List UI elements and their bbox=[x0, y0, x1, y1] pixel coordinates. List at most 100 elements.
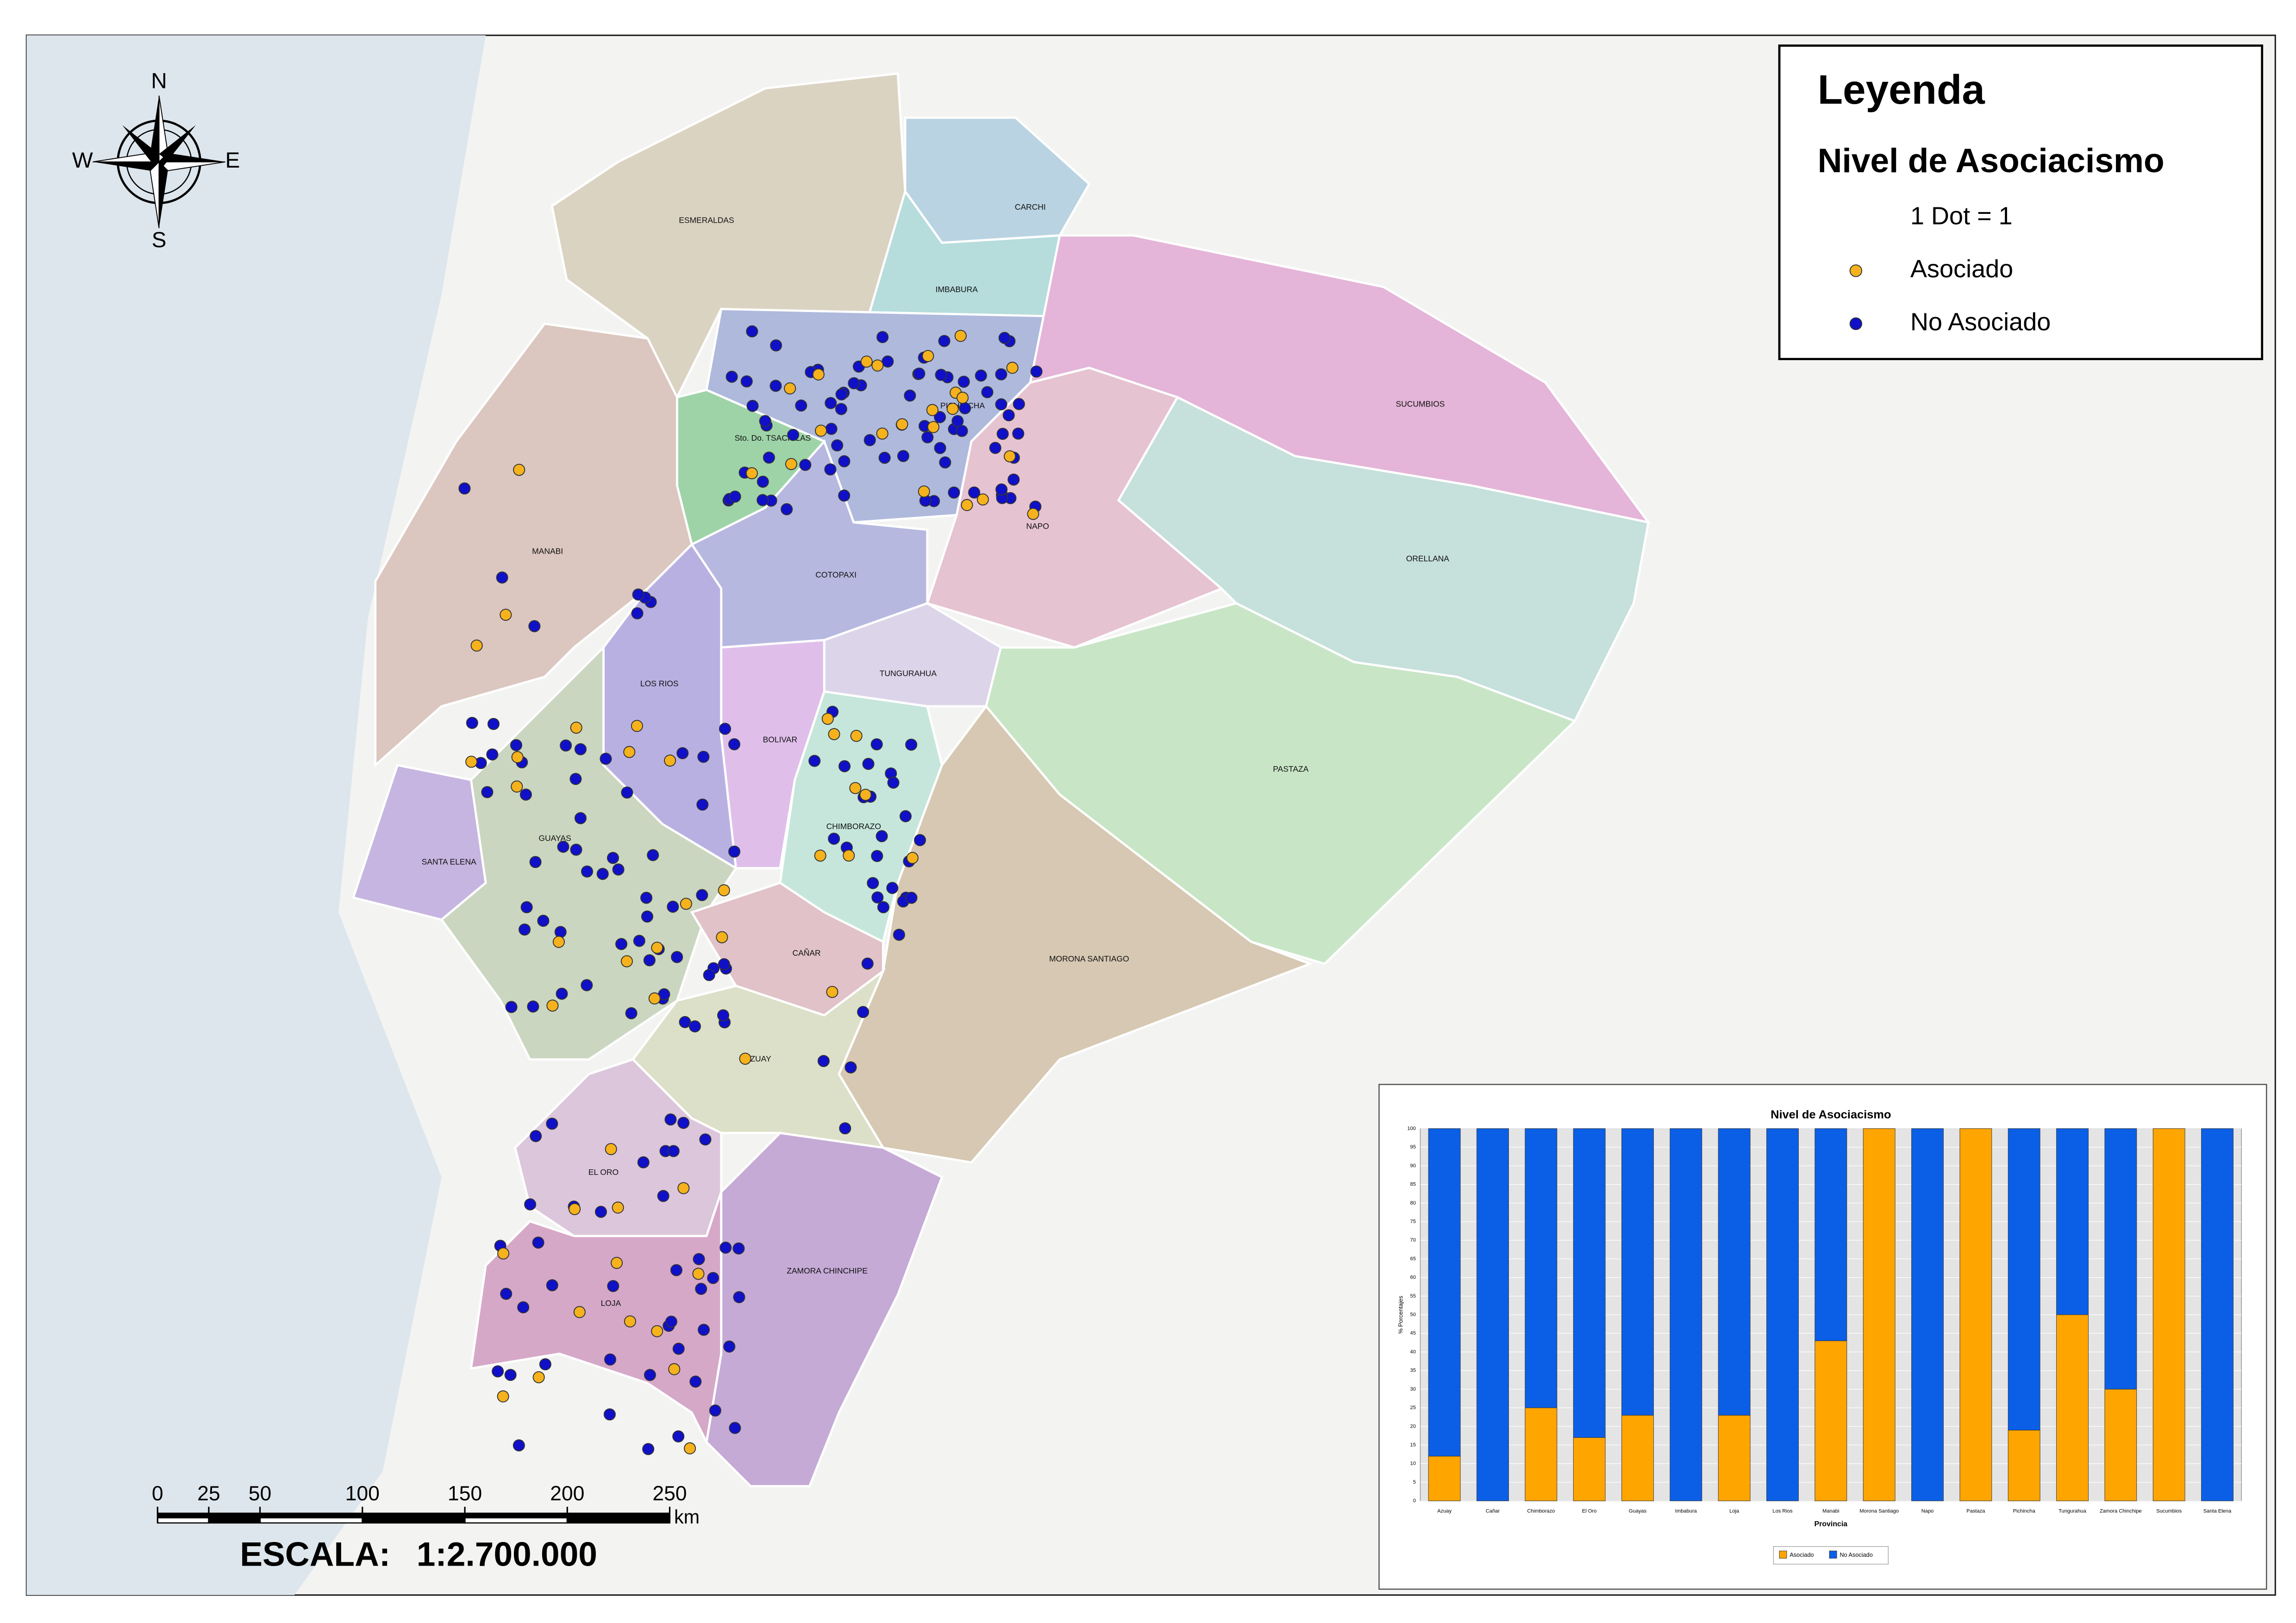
dot bbox=[959, 402, 971, 414]
dot bbox=[689, 1375, 702, 1388]
y-tick-label: 20 bbox=[1410, 1423, 1416, 1429]
dot bbox=[871, 891, 884, 904]
dot bbox=[644, 1369, 656, 1381]
dot bbox=[641, 910, 653, 923]
dot bbox=[838, 489, 851, 502]
scale-segment bbox=[464, 1517, 568, 1524]
dot bbox=[729, 1422, 741, 1434]
x-tick-label: Imbabura bbox=[1675, 1508, 1697, 1514]
dot bbox=[604, 1353, 616, 1366]
dot bbox=[871, 359, 884, 372]
dot bbox=[664, 1113, 677, 1126]
dot bbox=[839, 1122, 851, 1135]
x-tick-label: El Oro bbox=[1582, 1508, 1596, 1514]
dot bbox=[500, 609, 512, 621]
y-tick-label: 55 bbox=[1410, 1293, 1416, 1299]
dot bbox=[640, 892, 653, 904]
dot bbox=[633, 935, 645, 947]
y-tick-label: 50 bbox=[1410, 1312, 1416, 1317]
compass-star bbox=[122, 125, 196, 199]
dot bbox=[1030, 365, 1043, 378]
dot bbox=[935, 368, 947, 381]
dot bbox=[825, 397, 837, 409]
dot bbox=[603, 1408, 616, 1421]
dot bbox=[951, 415, 964, 427]
bar-segment bbox=[1573, 1437, 1606, 1501]
dot bbox=[530, 1130, 542, 1142]
dot bbox=[612, 1201, 624, 1214]
dot bbox=[824, 463, 837, 476]
dot bbox=[918, 485, 930, 498]
chart-legend-swatch bbox=[1829, 1550, 1837, 1559]
province-shape bbox=[838, 704, 1313, 1164]
dot bbox=[703, 969, 715, 981]
y-tick-label: 80 bbox=[1410, 1200, 1416, 1206]
chart-legend-label: Asociado bbox=[1789, 1551, 1814, 1558]
dot bbox=[651, 1325, 663, 1337]
dot bbox=[569, 773, 582, 785]
y-tick-label: 60 bbox=[1410, 1275, 1416, 1280]
bar-segment bbox=[1814, 1340, 1847, 1501]
bar-segment bbox=[1621, 1415, 1654, 1501]
dot bbox=[995, 483, 1008, 496]
dot bbox=[848, 377, 860, 389]
dot bbox=[684, 1442, 696, 1454]
dot bbox=[556, 987, 568, 1000]
bar-segment bbox=[2008, 1128, 2040, 1430]
dot bbox=[934, 442, 946, 454]
y-tick-label: 45 bbox=[1410, 1330, 1416, 1336]
dot bbox=[948, 486, 960, 499]
compass-s: S bbox=[152, 228, 167, 252]
dot bbox=[497, 1390, 509, 1403]
dot bbox=[739, 1052, 751, 1065]
y-tick-label: 65 bbox=[1410, 1256, 1416, 1261]
scale-tick-label: 25 bbox=[197, 1482, 220, 1505]
dot bbox=[876, 331, 889, 343]
legend-note: 1 Dot = 1 bbox=[1910, 202, 2013, 230]
province-label: CARCHI bbox=[1015, 202, 1046, 212]
legend-title: Leyenda bbox=[1818, 66, 1986, 112]
dot bbox=[642, 1443, 655, 1455]
dot bbox=[838, 760, 851, 773]
dot bbox=[770, 380, 782, 392]
dot bbox=[770, 339, 782, 352]
dot bbox=[995, 398, 1007, 411]
dot bbox=[546, 1117, 558, 1130]
dot bbox=[905, 738, 918, 751]
scale-unit: km bbox=[674, 1506, 700, 1528]
dot bbox=[667, 1145, 680, 1157]
legend: Leyenda Nivel de Asociacismo 1 Dot = 1 A… bbox=[1778, 44, 2264, 360]
dot bbox=[795, 400, 807, 412]
dot bbox=[1004, 450, 1016, 462]
dot bbox=[465, 755, 478, 768]
dot bbox=[487, 718, 500, 730]
bar-segment bbox=[2104, 1389, 2137, 1501]
x-tick-label: Morona Santiago bbox=[1859, 1508, 1899, 1514]
bar-segment bbox=[2056, 1314, 2089, 1501]
province-label: ZAMORA CHINCHIPE bbox=[787, 1266, 868, 1275]
y-tick-label: 30 bbox=[1410, 1386, 1416, 1392]
dot bbox=[845, 1061, 857, 1074]
compass-w: W bbox=[72, 148, 93, 173]
dot bbox=[643, 954, 656, 967]
dot bbox=[726, 370, 738, 383]
province-label: COTOPAXI bbox=[815, 570, 857, 579]
dot bbox=[496, 571, 508, 584]
dot bbox=[905, 892, 918, 904]
scale-label: ESCALA: bbox=[240, 1536, 390, 1573]
dot bbox=[716, 931, 728, 943]
scale-segment bbox=[259, 1517, 363, 1524]
legend-box bbox=[1778, 44, 2264, 360]
dot bbox=[605, 1143, 617, 1155]
dot bbox=[695, 1283, 707, 1295]
x-tick-label: Pastaza bbox=[1966, 1508, 1985, 1514]
dot bbox=[857, 1006, 870, 1018]
province-label: SUCUMBIOS bbox=[1396, 400, 1445, 409]
dot bbox=[581, 865, 594, 878]
dot bbox=[904, 389, 916, 402]
dot bbox=[728, 738, 740, 750]
legend-subtitle: Nivel de Asociacismo bbox=[1818, 142, 2165, 180]
legend-symbol bbox=[1849, 264, 1863, 277]
dot bbox=[849, 782, 862, 794]
